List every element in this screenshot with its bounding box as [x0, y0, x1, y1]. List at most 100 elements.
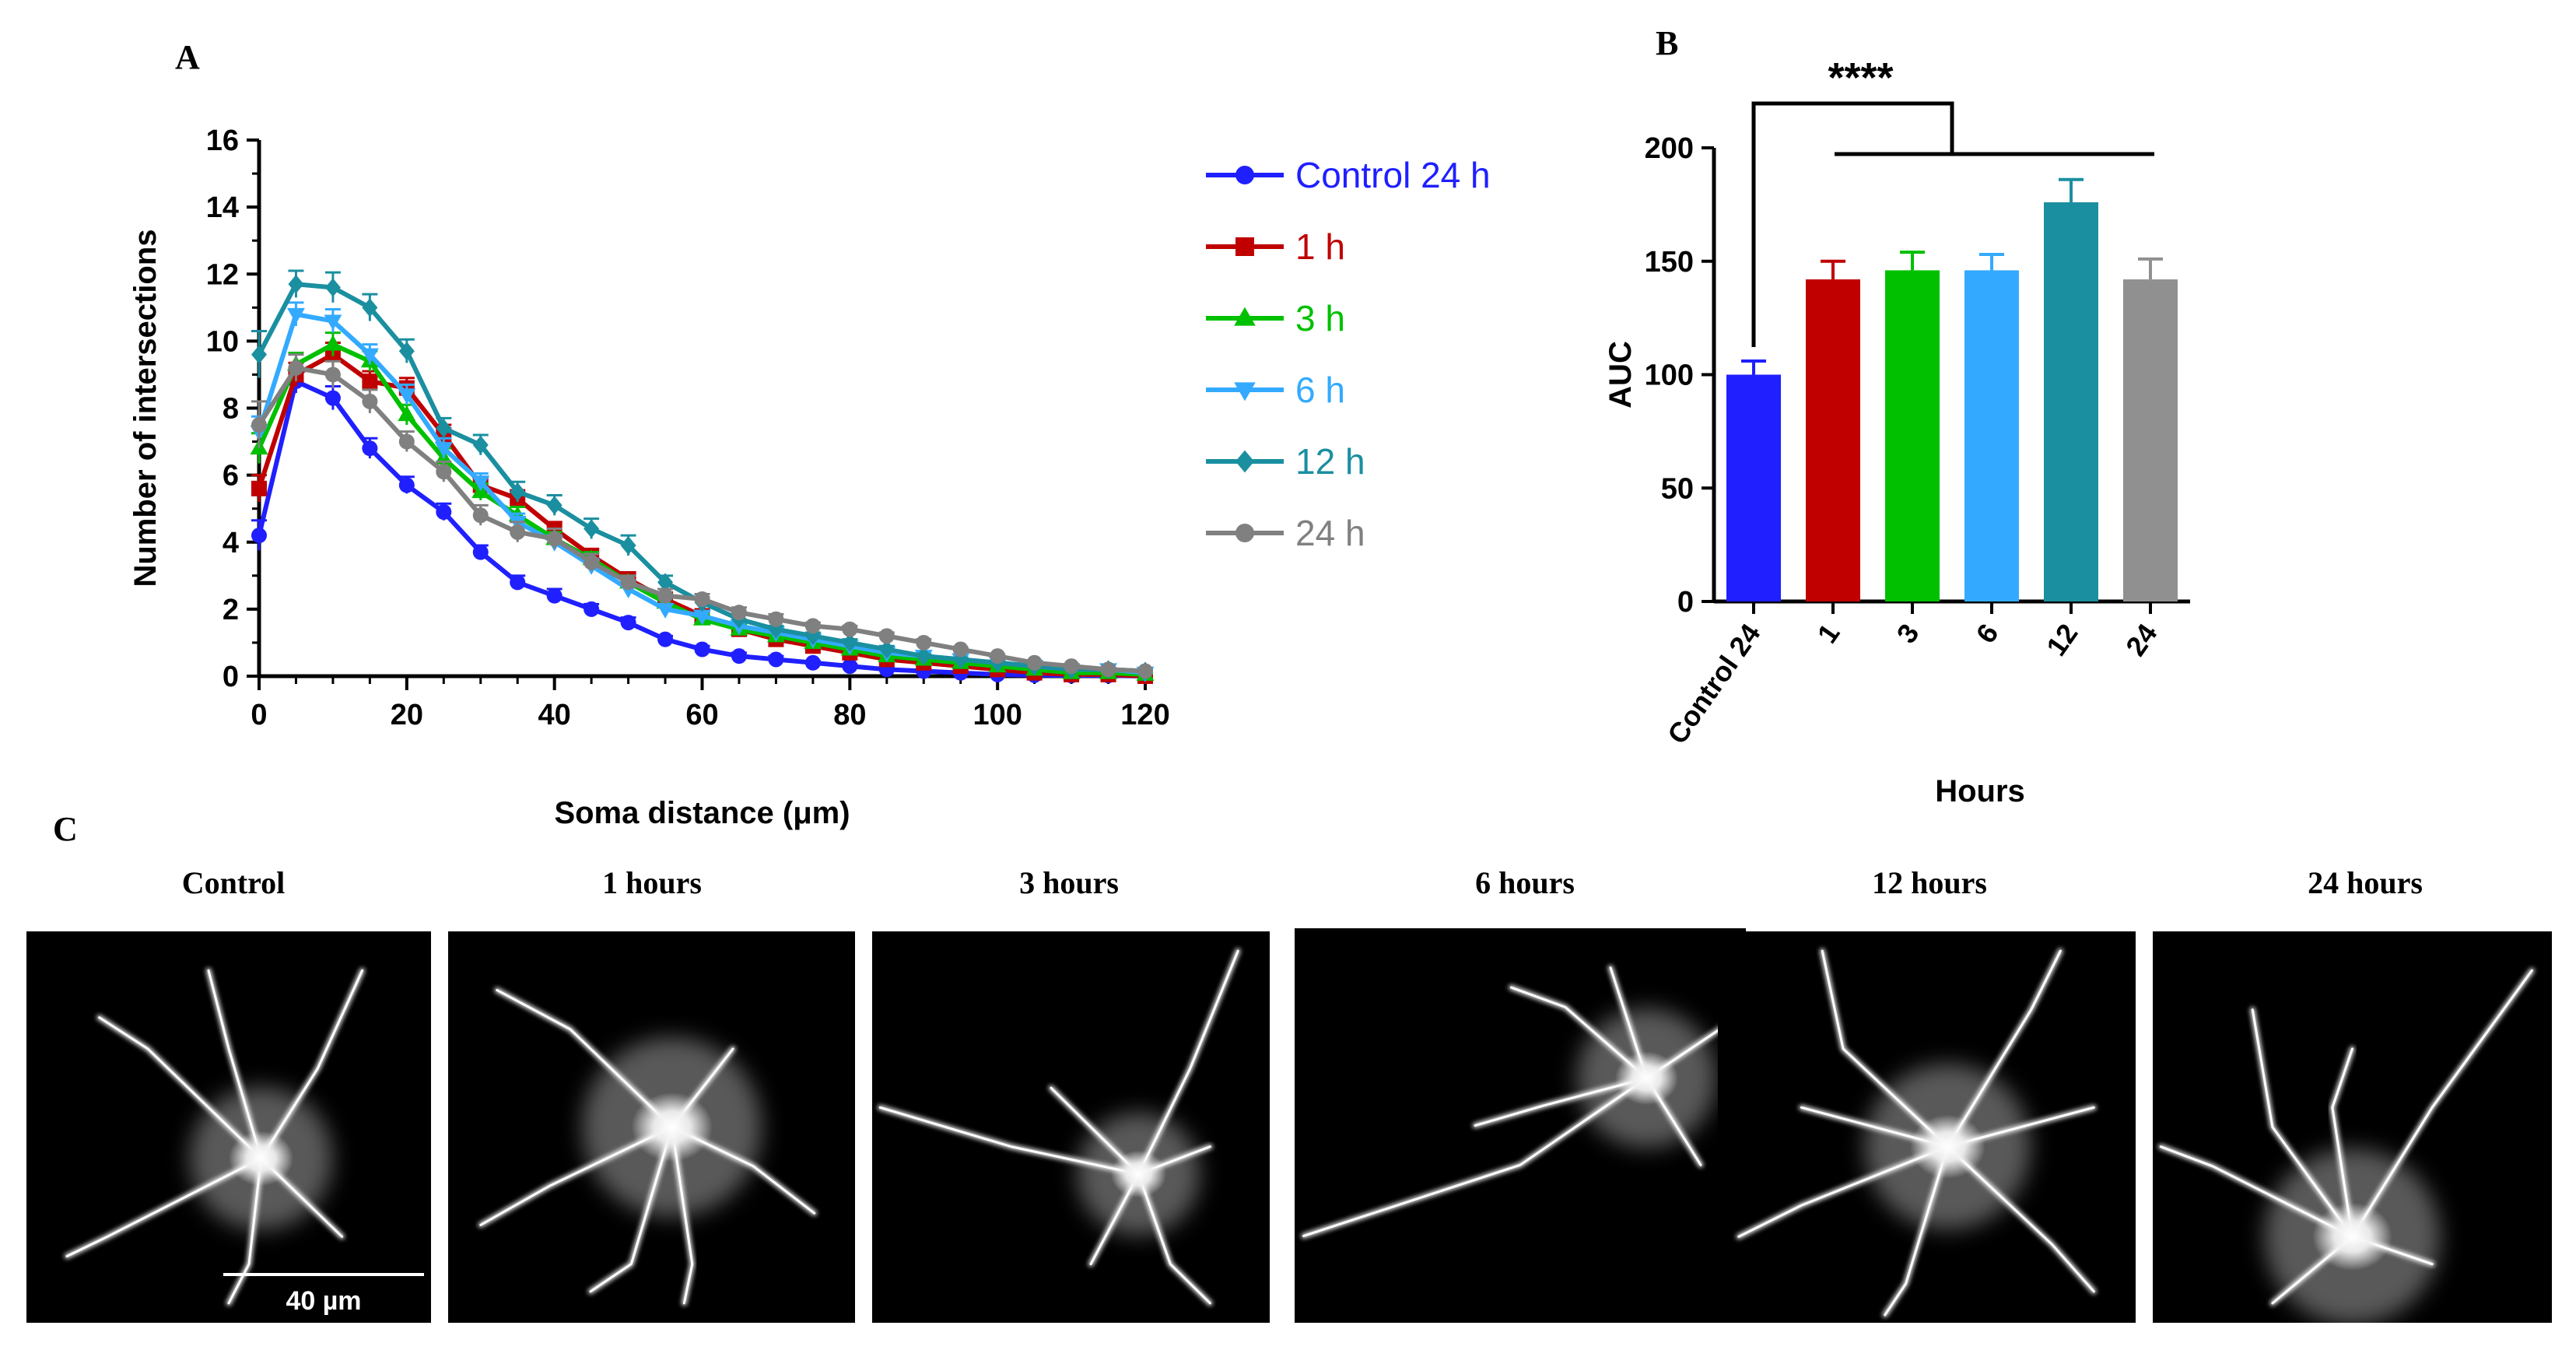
panel-b-x-tick-label: 24 [2119, 618, 2164, 661]
soma [2312, 1202, 2392, 1271]
data-point [434, 442, 453, 458]
bar-chart-panel-b: 0 50 100 150 200 Control 24 1 3 6 12 24 **** Hour… [1603, 54, 2190, 808]
data-point [436, 503, 452, 520]
data-point [842, 658, 858, 675]
micrograph-tile: Control [26, 865, 431, 1323]
panel-a-y-tick-label: 16 [206, 124, 239, 157]
panel-a-x-tick-label: 60 [685, 699, 718, 731]
panel-b-x-tick-label: Control 24 [1661, 618, 1767, 749]
data-point [546, 531, 563, 547]
soma [1110, 1150, 1167, 1198]
panel-b-x-tick-label: 6 [1969, 618, 2004, 649]
data-point [842, 621, 858, 637]
panel-a-axes: 0 2 4 6 8 10 12 14 16 0 20 40 60 80 100 120 [206, 124, 1170, 731]
micrograph-background [872, 931, 1270, 1323]
data-point [251, 528, 267, 544]
series-line [257, 352, 1146, 679]
panel-b-x-tick-label: 1 [1810, 618, 1845, 649]
micrograph-tile: 6 hours [1295, 865, 1746, 1323]
bar-group: 3 [1885, 251, 1940, 649]
micrograph-title: 1 hours [602, 865, 702, 900]
panel-a-y-tick-label: 2 [223, 594, 239, 626]
series-line [257, 365, 1146, 674]
data-point [251, 480, 267, 496]
data-point [362, 440, 378, 457]
panel-b-y-axis-title: AUC [1603, 341, 1638, 409]
data-point [1064, 658, 1080, 675]
data-point [472, 435, 489, 454]
scale-bar: 40 µm [223, 1273, 424, 1316]
data-point [324, 278, 341, 297]
panel-b-y-tick-label: 50 [1661, 472, 1694, 505]
bar [2044, 202, 2098, 602]
panel-b-y-tick-label: 100 [1645, 359, 1694, 392]
legend-item: 3 h [1206, 298, 1345, 338]
data-point [398, 433, 415, 450]
panel-a-x-tick-label: 100 [973, 699, 1022, 731]
data-point [878, 640, 895, 659]
panel-a-y-tick-label: 6 [223, 460, 239, 493]
data-point [324, 314, 342, 331]
data-point [693, 609, 711, 626]
data-point [878, 628, 895, 644]
legend-marker [1235, 237, 1254, 256]
panel-a-y-tick-label: 12 [206, 258, 239, 291]
data-point [510, 482, 526, 502]
data-point [657, 587, 674, 604]
data-point [324, 366, 341, 383]
bar-group: Control 24 [1661, 359, 1781, 749]
data-point [1026, 654, 1043, 671]
data-point [362, 298, 378, 317]
panel-a-x-tick-label: 0 [251, 699, 267, 731]
data-point [324, 335, 342, 351]
data-point [620, 536, 636, 556]
panel-label-a: A [175, 38, 200, 76]
neuron [2157, 967, 2535, 1325]
legend-item: 12 h [1206, 441, 1365, 482]
data-point [916, 647, 932, 666]
data-point [398, 388, 416, 405]
legend-label: 6 h [1295, 370, 1345, 410]
legend-label: 3 h [1295, 298, 1345, 338]
panel-a-y-tick-label: 10 [206, 325, 239, 358]
legend-item: 1 h [1206, 226, 1345, 267]
data-point [804, 654, 821, 671]
micrograph-title: Control [182, 865, 286, 900]
panel-a-y-tick-label: 14 [206, 191, 239, 224]
panel-a-y-tick-label: 4 [223, 527, 239, 559]
data-point [398, 405, 416, 422]
panel-a-legend: Control 24 h 1 h 3 h 6 h 12 h 24 h [1206, 155, 1491, 553]
data-point [768, 611, 784, 627]
soma [229, 1131, 294, 1187]
data-point [694, 641, 710, 657]
bar-group: 12 [2040, 177, 2098, 661]
data-point [657, 631, 674, 647]
micrograph-title: 12 hours [1872, 865, 1987, 900]
neuron [1736, 948, 2097, 1318]
panel-a-x-tick-label: 120 [1120, 699, 1169, 731]
data-point [731, 648, 747, 664]
neuron [478, 987, 818, 1306]
panel-a-x-tick-label: 20 [391, 699, 423, 731]
neuron [877, 948, 1241, 1306]
micrograph-tile: 3 hours [872, 865, 1270, 1323]
panel-a-y-tick-label: 0 [223, 661, 239, 693]
legend-marker [1234, 307, 1256, 326]
data-point [362, 373, 378, 390]
panel-a-x-tick-label: 80 [833, 699, 866, 731]
data-point [842, 633, 858, 652]
panel-b-axes: 0 50 100 150 200 [1645, 101, 2190, 619]
panel-a-x-axis-title: Soma distance (μm) [554, 796, 850, 830]
data-point [546, 496, 563, 515]
legend-label: 1 h [1295, 226, 1345, 267]
soma [1614, 1051, 1678, 1106]
data-point [251, 345, 267, 364]
micrograph-title: 24 hours [2308, 865, 2423, 900]
series-24-h [251, 353, 1153, 679]
legend-marker [1235, 524, 1254, 542]
neuron [1301, 965, 1726, 1239]
bar [1964, 270, 2019, 601]
data-point [510, 524, 526, 540]
data-point [288, 275, 304, 294]
